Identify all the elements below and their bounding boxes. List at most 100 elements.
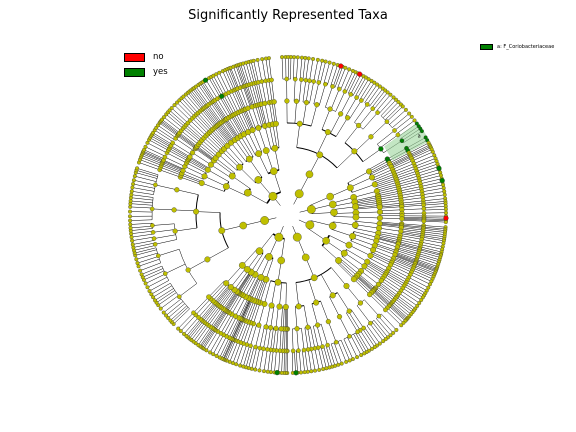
branch-line (257, 59, 263, 82)
branch-line (156, 127, 175, 141)
branch-line (240, 321, 249, 343)
taxon-node (409, 114, 414, 119)
branch-line (322, 245, 339, 261)
branch-line (376, 318, 391, 336)
branch-line (242, 63, 250, 85)
branch-line (396, 296, 415, 311)
branch-line (240, 273, 254, 294)
branch-line (377, 237, 399, 244)
branch-line (163, 116, 182, 131)
branch-line (393, 258, 414, 267)
branch-line (389, 305, 407, 321)
branch-line (215, 286, 230, 304)
taxon-node-marked (436, 165, 442, 171)
branch-line (130, 222, 153, 225)
branch-line (230, 318, 241, 339)
branch-line (355, 332, 367, 353)
branch-line (401, 218, 424, 220)
branch-line (350, 335, 362, 356)
branch-line (202, 329, 215, 349)
taxon-node (305, 220, 315, 230)
taxon-node (292, 232, 302, 242)
branch-line (196, 145, 215, 160)
branch-line (265, 305, 271, 327)
branch-line (372, 251, 393, 262)
chart-title: Significantly Represented Taxa (188, 8, 388, 23)
branch-line (311, 104, 318, 127)
taxon-node (228, 172, 236, 180)
branch-line (379, 224, 402, 228)
taxon-node (139, 272, 144, 277)
taxon-node (172, 228, 178, 234)
branch-line (362, 148, 382, 162)
branch-line (192, 118, 209, 135)
taxon-node (378, 278, 384, 284)
branch-line (400, 290, 420, 304)
branch-line (181, 174, 202, 184)
branch-line (141, 265, 163, 275)
taxon-node (135, 166, 140, 171)
branch-line (250, 301, 259, 323)
branch-line (296, 123, 301, 148)
branch-line (408, 142, 429, 154)
taxon-node (376, 215, 383, 221)
branch-line (244, 109, 253, 131)
branch-line (377, 234, 400, 241)
branch-line (187, 122, 205, 139)
branch-line (181, 130, 199, 145)
branch-line (370, 121, 388, 137)
taxon-node (327, 106, 333, 112)
branch-line (281, 57, 284, 80)
branch-line (347, 337, 358, 358)
branch-line (417, 166, 439, 174)
branch-line (419, 248, 442, 255)
branch-line (401, 204, 424, 207)
branch-line (419, 249, 441, 256)
branch-line (395, 168, 416, 177)
taxon-node (303, 77, 309, 83)
branch-line (239, 167, 256, 183)
branch-line (353, 333, 365, 354)
branch-line (212, 284, 228, 301)
branch-line (293, 79, 296, 102)
taxon-node-marked (293, 370, 299, 376)
branch-line (320, 274, 334, 296)
taxon-node (352, 203, 359, 211)
branch-line (217, 124, 232, 143)
branch-line (138, 258, 160, 267)
branch-line (199, 327, 213, 347)
branch-line (133, 179, 156, 186)
branch-line (212, 129, 228, 147)
taxon-node (309, 369, 314, 374)
taxon-node (369, 346, 374, 351)
branch-line (378, 97, 394, 114)
branch-line (232, 115, 244, 135)
taxon-node (162, 154, 168, 160)
branch-line (354, 77, 367, 97)
branch-line (192, 152, 212, 165)
branch-line (301, 328, 305, 351)
branch-line (213, 75, 225, 96)
branch-line (259, 104, 266, 126)
branch-line (253, 60, 259, 83)
branch-line (295, 282, 299, 307)
branch-line (142, 268, 164, 278)
branch-line (364, 266, 383, 279)
branch-line (416, 163, 438, 172)
taxon-node-marked (219, 93, 225, 99)
branch-line (135, 249, 157, 256)
taxon-node (364, 102, 370, 107)
branch-line (394, 166, 416, 175)
branch-line (148, 139, 169, 151)
branch-line (330, 113, 341, 134)
branch-line (401, 208, 424, 211)
branch-line (385, 309, 402, 326)
branch-line (226, 316, 237, 337)
branch-line (350, 240, 374, 251)
branch-line (247, 131, 259, 154)
branch-line (231, 91, 242, 112)
branch-line (298, 79, 302, 102)
taxon-node (170, 140, 175, 146)
branch-line (255, 347, 261, 370)
branch-line (269, 124, 275, 149)
